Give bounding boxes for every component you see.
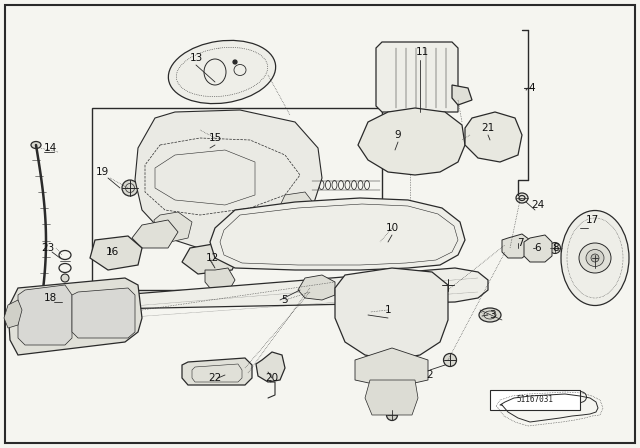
Text: 21: 21	[481, 123, 495, 133]
Text: 6: 6	[534, 243, 541, 253]
Text: 16: 16	[106, 247, 118, 257]
Ellipse shape	[61, 274, 69, 282]
Text: 13: 13	[189, 53, 203, 63]
Polygon shape	[298, 275, 335, 300]
Polygon shape	[18, 285, 72, 345]
Ellipse shape	[536, 244, 545, 252]
Ellipse shape	[511, 244, 520, 253]
Ellipse shape	[409, 65, 431, 85]
Polygon shape	[365, 380, 418, 415]
Text: 17: 17	[586, 215, 598, 225]
Ellipse shape	[401, 57, 439, 93]
Ellipse shape	[387, 310, 397, 320]
Text: 2: 2	[427, 370, 433, 380]
Ellipse shape	[586, 250, 604, 267]
Bar	[490, 390, 580, 410]
Polygon shape	[182, 242, 240, 274]
Polygon shape	[72, 288, 135, 338]
Ellipse shape	[516, 193, 528, 203]
Ellipse shape	[415, 70, 425, 80]
Ellipse shape	[168, 40, 276, 103]
Text: 51167031: 51167031	[516, 396, 554, 405]
Polygon shape	[8, 278, 142, 355]
Ellipse shape	[213, 169, 243, 194]
Ellipse shape	[479, 308, 501, 322]
Text: 7: 7	[516, 238, 524, 248]
Ellipse shape	[441, 278, 455, 292]
Ellipse shape	[550, 242, 561, 254]
Ellipse shape	[221, 176, 235, 189]
Ellipse shape	[444, 353, 456, 366]
Ellipse shape	[387, 409, 397, 421]
Ellipse shape	[399, 129, 431, 155]
Ellipse shape	[233, 60, 237, 64]
Polygon shape	[182, 358, 252, 385]
Polygon shape	[90, 236, 142, 270]
Polygon shape	[358, 108, 465, 175]
Text: 15: 15	[209, 133, 221, 143]
Polygon shape	[452, 85, 472, 105]
Text: 19: 19	[95, 167, 109, 177]
Polygon shape	[4, 300, 22, 328]
Polygon shape	[465, 112, 522, 162]
Text: 20: 20	[266, 373, 278, 383]
Ellipse shape	[381, 304, 403, 326]
Text: 9: 9	[395, 130, 401, 140]
Text: 3: 3	[489, 310, 495, 320]
Polygon shape	[524, 235, 552, 262]
Polygon shape	[205, 268, 235, 294]
Polygon shape	[135, 110, 322, 250]
Text: 1: 1	[385, 305, 391, 315]
Polygon shape	[132, 220, 178, 248]
Ellipse shape	[31, 142, 41, 148]
Polygon shape	[18, 268, 488, 338]
Text: 22: 22	[209, 373, 221, 383]
Ellipse shape	[579, 243, 611, 273]
Text: 4: 4	[529, 83, 535, 93]
Polygon shape	[278, 192, 315, 222]
Text: 5: 5	[282, 295, 288, 305]
Bar	[92, 108, 382, 290]
Text: 18: 18	[44, 293, 56, 303]
Ellipse shape	[591, 254, 599, 262]
Text: 8: 8	[553, 243, 559, 253]
Text: 23: 23	[42, 243, 54, 253]
Polygon shape	[335, 268, 448, 360]
Text: 12: 12	[205, 253, 219, 263]
Polygon shape	[154, 212, 192, 242]
Ellipse shape	[122, 180, 138, 196]
Text: 11: 11	[415, 47, 429, 57]
Polygon shape	[210, 198, 465, 270]
Polygon shape	[256, 352, 285, 382]
Text: 14: 14	[44, 143, 56, 153]
Polygon shape	[355, 348, 428, 388]
Ellipse shape	[561, 211, 629, 306]
Ellipse shape	[100, 310, 110, 319]
Ellipse shape	[373, 296, 411, 334]
Ellipse shape	[42, 310, 54, 320]
Text: 24: 24	[531, 200, 545, 210]
Ellipse shape	[39, 314, 49, 322]
Polygon shape	[376, 42, 458, 112]
Text: 10: 10	[385, 223, 399, 233]
Polygon shape	[502, 234, 530, 258]
Ellipse shape	[204, 162, 252, 202]
